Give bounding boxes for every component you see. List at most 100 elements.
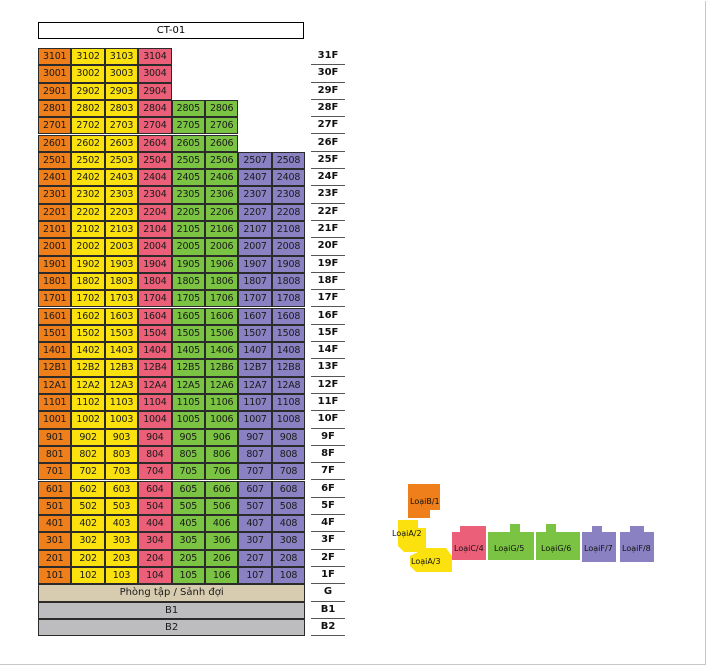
unit-cell: 1508 xyxy=(271,324,306,343)
unit-cell: 2501 xyxy=(38,151,72,170)
unit-cell: 1408 xyxy=(271,342,306,360)
unit-cell: 2605 xyxy=(171,134,205,152)
unit-cell: 205 xyxy=(171,549,205,567)
unit-cell: 703 xyxy=(104,463,139,481)
unit-cell: 901 xyxy=(38,428,72,446)
unit-cell: 1806 xyxy=(205,272,239,291)
unit-cell: 1002 xyxy=(71,411,105,429)
unit-cell: 1102 xyxy=(71,394,105,412)
legend-label-type-c4: LoạiC/4 xyxy=(454,544,484,553)
unit-cell: 2403 xyxy=(104,169,139,187)
unit-cell: 702 xyxy=(71,463,105,481)
unit-cell: 2204 xyxy=(138,203,172,221)
unit-cell: 405 xyxy=(171,515,205,533)
unit-cell: 2205 xyxy=(171,203,205,221)
unit-cell: 705 xyxy=(171,463,205,481)
unit-cell: 12A7 xyxy=(238,376,272,394)
floor-label: 9F xyxy=(311,429,345,446)
unit-cell: 2408 xyxy=(271,169,306,187)
unit-cell: 1707 xyxy=(238,290,272,308)
floor-label: 4F xyxy=(311,515,345,533)
unit-cell: 1407 xyxy=(238,342,272,360)
unit-cell: 12A8 xyxy=(271,376,306,394)
unit-cell: 2104 xyxy=(138,221,172,239)
unit-cell: 1606 xyxy=(205,307,239,325)
unit-cell: 1507 xyxy=(238,324,272,343)
unit-cell: 2508 xyxy=(271,151,306,170)
unit-cell: 2805 xyxy=(171,99,205,118)
unit-cell: 1701 xyxy=(38,290,72,308)
unit-cell: 12B4 xyxy=(138,359,172,377)
unit-cell: 2308 xyxy=(271,186,306,204)
unit-cell: 402 xyxy=(71,515,105,533)
floor-label: 1F xyxy=(311,567,345,585)
legend-label-type-a2: LoạiA/2 xyxy=(392,529,422,538)
base-level-bar: Phòng tập / Sảnh đợi xyxy=(38,584,306,602)
floor-label: 28F xyxy=(311,100,345,118)
unit-cell: 2606 xyxy=(205,134,239,152)
unit-cell: 2003 xyxy=(104,238,139,256)
unit-cell: 1008 xyxy=(271,411,306,429)
unit-cell: 1905 xyxy=(171,255,205,273)
unit-cell: 603 xyxy=(104,480,139,498)
unit-cell: 1702 xyxy=(71,290,105,308)
unit-cell: 807 xyxy=(238,445,272,464)
unit-cell: 304 xyxy=(138,532,172,550)
floor-label: 22F xyxy=(311,204,345,221)
unit-cell: 2503 xyxy=(104,151,139,170)
unit-cell: 203 xyxy=(104,549,139,567)
unit-cell: 207 xyxy=(238,549,272,567)
unit-cell: 1404 xyxy=(138,342,172,360)
unit-cell: 2202 xyxy=(71,203,105,221)
unit-cell: 2306 xyxy=(205,186,239,204)
unit-cell: 306 xyxy=(205,532,239,550)
unit-cell: 707 xyxy=(238,463,272,481)
unit-cell: 1605 xyxy=(171,307,205,325)
unit-cell: 903 xyxy=(104,428,139,446)
unit-cell: 1607 xyxy=(238,307,272,325)
floor-label: 27F xyxy=(311,117,345,135)
unit-cell: 1003 xyxy=(104,411,139,429)
unit-cell: 1803 xyxy=(104,272,139,291)
floor-label: 3F xyxy=(311,532,345,550)
unit-cell: 307 xyxy=(238,532,272,550)
unit-cell: 407 xyxy=(238,515,272,533)
unit-cell: 806 xyxy=(205,445,239,464)
unit-cell: 1403 xyxy=(104,342,139,360)
unit-cell: 108 xyxy=(271,567,306,585)
unit-cell: 2903 xyxy=(104,82,139,100)
unit-cell: 2705 xyxy=(171,117,205,135)
unit-cell: 12B5 xyxy=(171,359,205,377)
unit-cell: 502 xyxy=(71,497,105,516)
unit-cell: 2601 xyxy=(38,134,72,152)
unit-cell: 2405 xyxy=(171,169,205,187)
unit-cell: 12A2 xyxy=(71,376,105,394)
unit-cell: 1603 xyxy=(104,307,139,325)
unit-cell: 1902 xyxy=(71,255,105,273)
unit-cell: 505 xyxy=(171,497,205,516)
unit-cell: 1703 xyxy=(104,290,139,308)
floor-label: 13F xyxy=(311,359,345,377)
unit-cell: 2203 xyxy=(104,203,139,221)
floor-label: 12F xyxy=(311,377,345,394)
unit-cell: 1506 xyxy=(205,324,239,343)
floor-label: 2F xyxy=(311,550,345,567)
unit-cell: 1104 xyxy=(138,394,172,412)
unit-cell: 2804 xyxy=(138,99,172,118)
unit-cell: 1801 xyxy=(38,272,72,291)
unit-cell: 1105 xyxy=(171,394,205,412)
base-level-bar: B2 xyxy=(38,618,306,637)
floor-label: 24F xyxy=(311,169,345,187)
unit-cell: 2004 xyxy=(138,238,172,256)
unit-cell: 1804 xyxy=(138,272,172,291)
unit-cell: 12B1 xyxy=(38,359,72,377)
unit-cell: 1601 xyxy=(38,307,72,325)
unit-cell: 12B2 xyxy=(71,359,105,377)
unit-cell: 1608 xyxy=(271,307,306,325)
unit-cell: 105 xyxy=(171,567,205,585)
unit-cell: 2108 xyxy=(271,221,306,239)
unit-cell: 1005 xyxy=(171,411,205,429)
floor-label: 11F xyxy=(311,394,345,412)
unit-cell: 2704 xyxy=(138,117,172,135)
floor-label: 20F xyxy=(311,238,345,256)
